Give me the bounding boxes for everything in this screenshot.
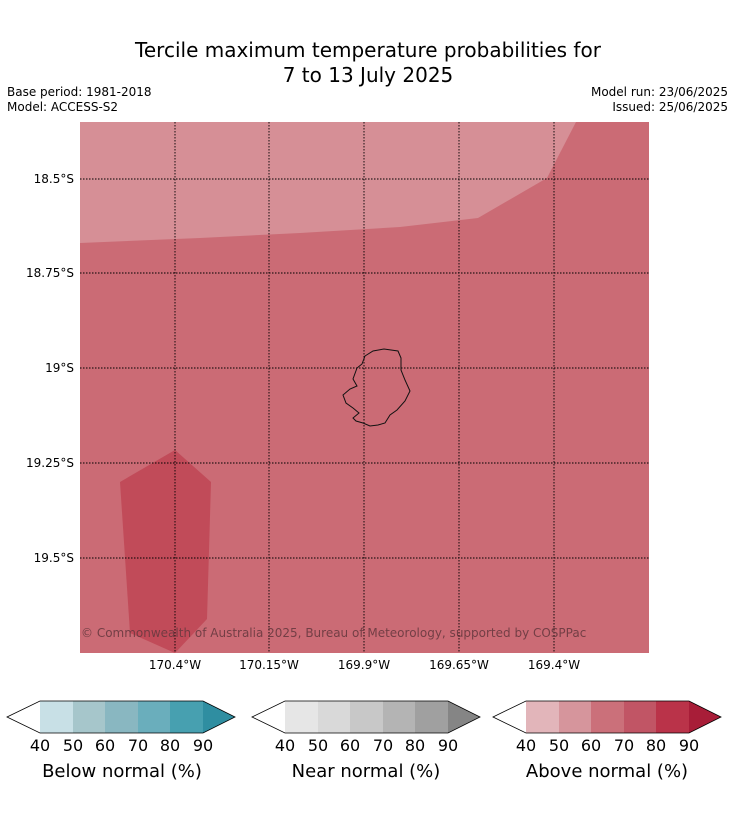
colorbar-segment <box>689 701 721 733</box>
colorbar-outline <box>6 700 236 734</box>
lon-label: 169.65°W <box>429 658 489 672</box>
title-line-1: Tercile maximum temperature probabilitie… <box>135 38 601 62</box>
title-line-2: 7 to 13 July 2025 <box>282 63 454 87</box>
lon-label: 170.4°W <box>148 658 202 672</box>
colorbar-segment <box>591 701 624 733</box>
legend-tick: 70 <box>613 736 635 755</box>
copyright-text: © Commonwealth of Australia 2025, Bureau… <box>81 626 587 640</box>
lat-label: 19°S <box>45 361 74 375</box>
region-above-50-60 <box>80 122 576 243</box>
model-name: Model: ACCESS-S2 <box>7 100 119 114</box>
legend-tick: 50 <box>62 736 84 755</box>
colorbar-segment <box>559 701 591 733</box>
legend-title-near: Near normal (%) <box>291 761 441 782</box>
legend-tick: 40 <box>274 736 296 755</box>
colorbar-segment <box>415 701 448 733</box>
colorbar-outline <box>251 700 481 734</box>
colorbar-segment <box>73 701 105 733</box>
meta-right: Model run: 23/06/2025 Issued: 25/06/2025 <box>591 85 728 115</box>
legend-tick: 90 <box>192 736 214 755</box>
legend-tick: 70 <box>372 736 394 755</box>
colorbar-below-normal <box>6 700 236 734</box>
legend-tick: 70 <box>127 736 149 755</box>
legend-tick: 90 <box>437 736 459 755</box>
legend-tick: 80 <box>159 736 181 755</box>
map-panel <box>80 122 649 653</box>
legend-near-normal <box>251 700 482 734</box>
legend-below-normal <box>6 700 237 734</box>
colorbar-segment <box>170 701 203 733</box>
legend-tick: 90 <box>678 736 700 755</box>
island-coastline <box>342 348 411 427</box>
base-period: Base period: 1981-2018 <box>7 85 152 99</box>
gridlines <box>80 122 649 653</box>
colorbar-segment <box>105 701 138 733</box>
legend-tick: 60 <box>94 736 116 755</box>
legend-tick: 50 <box>307 736 329 755</box>
legend-tick: 60 <box>339 736 361 755</box>
legend-title-below: Below normal (%) <box>42 761 202 782</box>
legend-tick: 80 <box>645 736 667 755</box>
legend-above-normal <box>492 700 723 734</box>
legend-tick: 40 <box>29 736 51 755</box>
issued-date: Issued: 25/06/2025 <box>612 100 728 114</box>
lat-label: 18.75°S <box>26 266 74 280</box>
lat-label: 19.25°S <box>26 456 74 470</box>
meta-left: Base period: 1981-2018 Model: ACCESS-S2 <box>7 85 152 115</box>
lon-label: 169.4°W <box>527 658 581 672</box>
lon-label: 170.15°W <box>239 658 299 672</box>
lat-label: 19.5°S <box>33 551 74 565</box>
map-title: Tercile maximum temperature probabilitie… <box>0 38 736 88</box>
lon-label: 169.9°W <box>337 658 391 672</box>
legend-tick: 80 <box>404 736 426 755</box>
colorbar-outline <box>492 700 722 734</box>
colorbar-segment <box>40 701 73 733</box>
colorbar-segment <box>285 701 318 733</box>
legend-tick: 50 <box>548 736 570 755</box>
colorbar-segment <box>656 701 689 733</box>
colorbar-near-normal <box>251 700 481 734</box>
map-svg <box>80 122 649 653</box>
colorbar-segment <box>318 701 350 733</box>
colorbar-segment <box>493 701 526 733</box>
colorbar-segment <box>448 701 480 733</box>
colorbar-segment <box>7 701 40 733</box>
legend-tick: 40 <box>515 736 537 755</box>
region-above-70-80 <box>120 450 211 653</box>
colorbar-segment <box>350 701 383 733</box>
lat-label: 18.5°S <box>33 172 74 186</box>
colorbar-segment <box>138 701 170 733</box>
colorbar-segment <box>252 701 285 733</box>
colorbar-segment <box>203 701 235 733</box>
colorbar-segment <box>624 701 656 733</box>
colorbar-segment <box>383 701 415 733</box>
colorbar-segment <box>526 701 559 733</box>
legend-title-above: Above normal (%) <box>525 761 689 782</box>
legend-tick: 60 <box>580 736 602 755</box>
colorbar-above-normal <box>492 700 722 734</box>
model-run: Model run: 23/06/2025 <box>590 85 728 99</box>
